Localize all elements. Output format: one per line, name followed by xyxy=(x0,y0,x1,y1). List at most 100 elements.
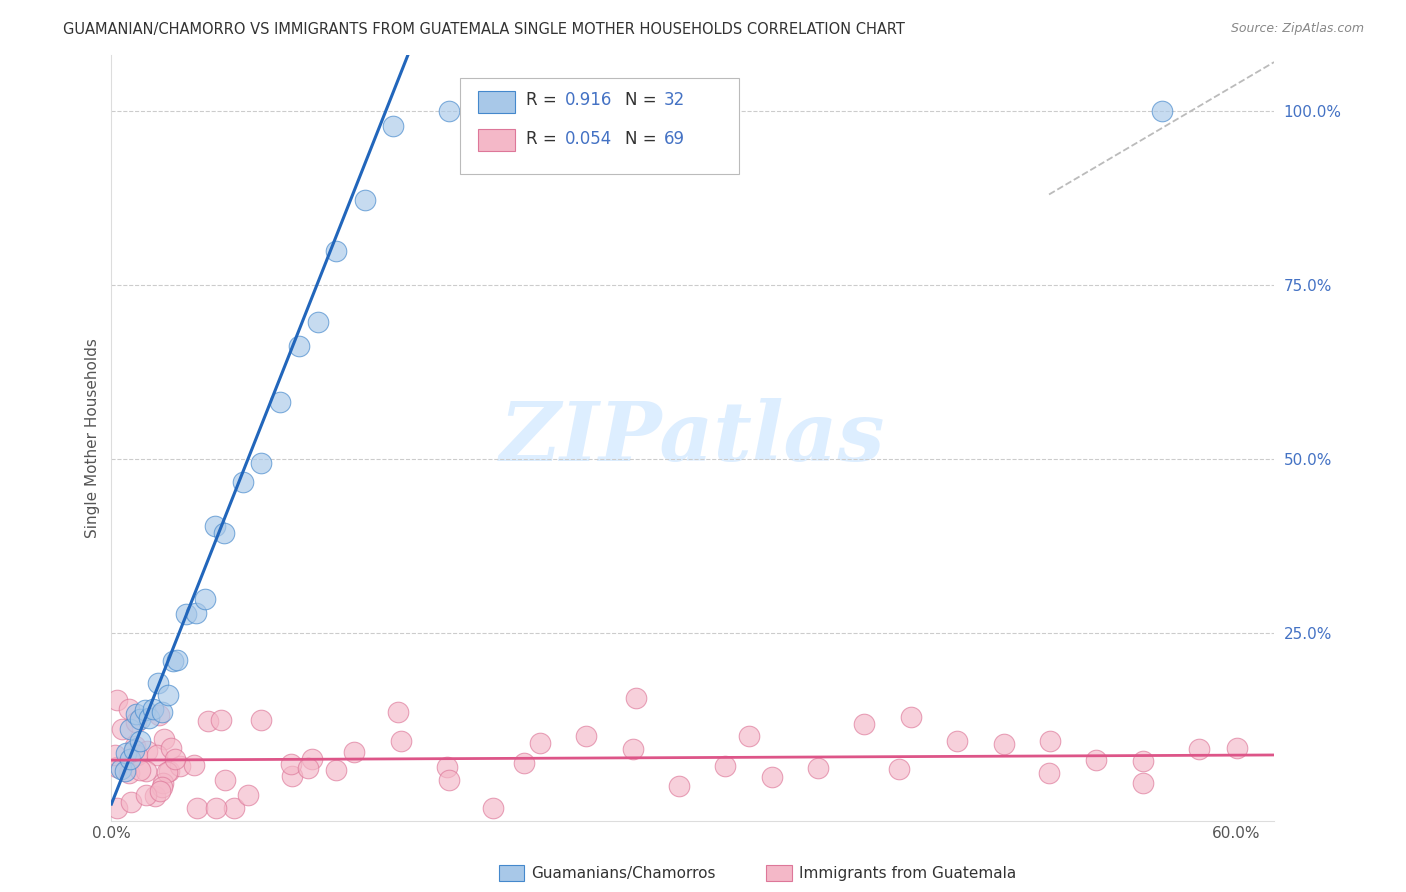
Point xyxy=(381,120,404,134)
Point xyxy=(1132,754,1154,768)
Text: Source: ZipAtlas.com: Source: ZipAtlas.com xyxy=(1230,22,1364,36)
Point xyxy=(853,717,876,731)
Point xyxy=(186,800,208,814)
Point xyxy=(232,475,254,490)
Point xyxy=(353,193,375,207)
Point xyxy=(162,654,184,668)
Point xyxy=(105,800,128,814)
Point xyxy=(156,765,179,780)
Point xyxy=(301,752,323,766)
Point xyxy=(738,729,761,743)
Point xyxy=(280,757,302,772)
Point xyxy=(128,712,150,726)
Text: 32: 32 xyxy=(664,91,685,110)
Point xyxy=(714,759,737,773)
Point xyxy=(621,742,644,756)
Point xyxy=(152,776,174,790)
Point xyxy=(118,702,141,716)
Point xyxy=(1132,776,1154,790)
Point xyxy=(125,747,148,762)
Point xyxy=(1038,765,1060,780)
FancyBboxPatch shape xyxy=(460,78,740,174)
Point xyxy=(1085,753,1108,767)
Point xyxy=(250,456,273,470)
Point xyxy=(1150,103,1173,118)
Point xyxy=(157,764,180,779)
Point xyxy=(204,800,226,814)
Text: R =: R = xyxy=(526,129,562,148)
Point xyxy=(124,715,146,730)
Point xyxy=(115,746,138,760)
Point xyxy=(148,676,170,690)
Point xyxy=(513,756,536,770)
Point xyxy=(307,316,329,330)
Point xyxy=(236,788,259,802)
Point xyxy=(136,744,159,758)
Text: Guamanians/Chamorros: Guamanians/Chamorros xyxy=(531,866,716,880)
Point xyxy=(946,734,969,748)
Point xyxy=(529,736,551,750)
Point xyxy=(105,692,128,706)
Point xyxy=(125,707,148,722)
Point xyxy=(138,711,160,725)
Point xyxy=(150,705,173,719)
Point xyxy=(117,765,139,780)
Bar xyxy=(478,129,515,151)
Point xyxy=(134,703,156,717)
Text: 69: 69 xyxy=(664,129,685,148)
Point xyxy=(214,773,236,788)
Point xyxy=(165,752,187,766)
Point xyxy=(128,734,150,748)
Point xyxy=(269,395,291,409)
Point xyxy=(437,772,460,787)
Point xyxy=(325,763,347,777)
Point xyxy=(120,752,142,766)
Point xyxy=(209,713,232,727)
Point xyxy=(110,762,132,776)
Point xyxy=(156,688,179,702)
Point xyxy=(176,607,198,621)
Point xyxy=(325,244,347,258)
Point xyxy=(111,722,134,736)
Point xyxy=(993,737,1015,751)
Point xyxy=(120,795,142,809)
Point xyxy=(135,764,157,778)
Point xyxy=(204,519,226,533)
Text: 0.054: 0.054 xyxy=(565,129,612,148)
Point xyxy=(212,525,235,540)
Point xyxy=(128,763,150,777)
Point xyxy=(148,707,170,722)
Point xyxy=(152,731,174,746)
Point xyxy=(183,757,205,772)
Point xyxy=(436,759,458,773)
Point xyxy=(1188,741,1211,756)
Point xyxy=(135,789,157,803)
Point xyxy=(887,763,910,777)
Text: R =: R = xyxy=(526,91,562,110)
Point xyxy=(120,722,142,736)
Point xyxy=(900,710,922,724)
Point xyxy=(280,769,302,783)
Point xyxy=(437,103,460,118)
Point xyxy=(807,762,830,776)
Point xyxy=(575,729,598,743)
Point xyxy=(1225,741,1247,756)
Point xyxy=(197,714,219,729)
Point xyxy=(250,713,273,727)
Point xyxy=(124,739,146,754)
Point xyxy=(626,690,648,705)
Point xyxy=(145,748,167,763)
Point xyxy=(184,606,207,620)
Text: 0.916: 0.916 xyxy=(565,91,612,110)
Y-axis label: Single Mother Households: Single Mother Households xyxy=(86,338,100,538)
Point xyxy=(160,741,183,756)
Point xyxy=(142,702,165,716)
Point xyxy=(482,800,505,814)
Point xyxy=(143,789,166,803)
Point xyxy=(343,745,366,759)
Point xyxy=(166,653,188,667)
Text: N =: N = xyxy=(626,129,662,148)
Point xyxy=(150,780,173,794)
Point xyxy=(169,758,191,772)
Point xyxy=(149,784,172,798)
